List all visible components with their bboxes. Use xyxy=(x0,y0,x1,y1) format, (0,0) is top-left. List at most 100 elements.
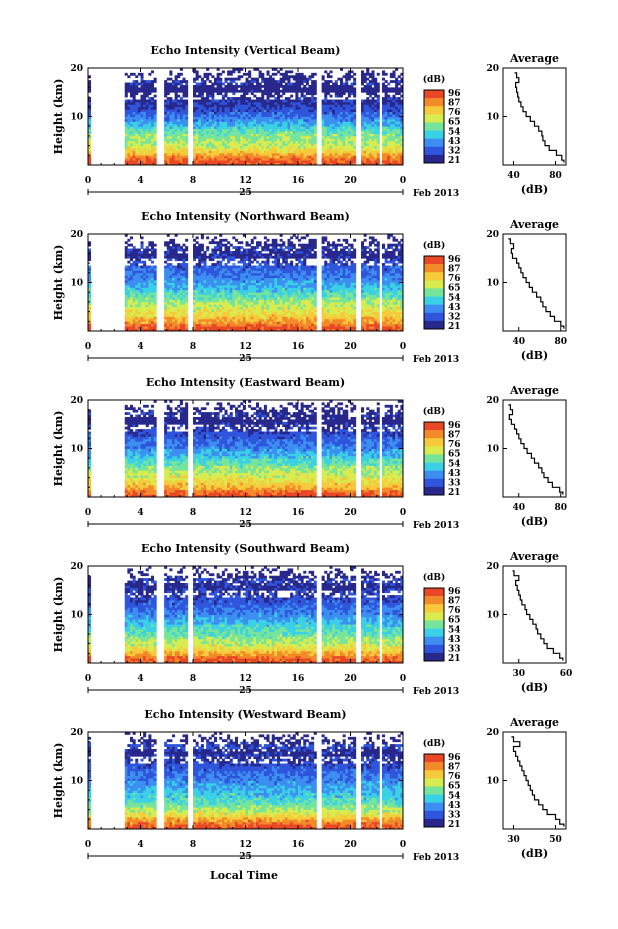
heatmap-cell xyxy=(384,87,388,91)
heatmap-cell xyxy=(287,131,291,134)
heatmap-cell xyxy=(240,287,244,291)
heatmap-cell xyxy=(250,80,254,83)
heatmap-cell xyxy=(198,162,202,166)
heatmap-cell xyxy=(148,89,152,93)
heatmap-cell xyxy=(137,297,141,300)
heatmap-cell xyxy=(263,128,267,132)
heatmap-cell xyxy=(277,109,281,113)
heatmap-cell xyxy=(166,121,170,125)
heatmap-cell xyxy=(140,155,144,159)
heatmap-cell xyxy=(229,150,233,154)
heatmap-cell xyxy=(337,135,341,139)
heatmap-cell xyxy=(137,157,141,161)
heatmap-cell xyxy=(221,155,225,159)
heatmap-cell xyxy=(148,265,152,269)
heatmap-cell xyxy=(227,84,231,88)
heatmap-cell xyxy=(332,89,336,93)
heatmap-cell xyxy=(384,84,388,88)
heatmap-cell xyxy=(151,143,155,146)
heatmap-cell xyxy=(395,97,399,100)
heatmap-cell xyxy=(203,267,207,271)
heatmap-cell xyxy=(361,80,365,83)
heatmap-cell xyxy=(261,97,265,100)
heatmap-cell xyxy=(353,126,357,130)
heatmap-cell xyxy=(382,97,386,100)
heatmap-cell xyxy=(361,157,365,161)
heatmap-cell xyxy=(384,140,388,144)
heatmap-cell xyxy=(324,128,328,132)
heatmap-cell xyxy=(198,111,202,115)
heatmap-cell xyxy=(345,109,349,113)
heatmap-cell xyxy=(198,272,202,276)
heatmap-cell xyxy=(292,155,296,159)
heatmap-cell xyxy=(211,114,215,117)
heatmap-cell xyxy=(279,160,283,163)
heatmap-cell xyxy=(271,80,275,83)
heatmap-cell xyxy=(279,109,283,113)
heatmap-cell xyxy=(211,304,215,308)
heatmap-cell xyxy=(266,92,270,96)
heatmap-cell xyxy=(284,70,288,74)
heatmap-cell xyxy=(216,246,220,249)
heatmap-cell xyxy=(140,299,144,303)
heatmap-cell xyxy=(232,150,236,154)
heatmap-cell xyxy=(195,123,199,127)
heatmap-cell xyxy=(295,101,299,105)
heatmap-cell xyxy=(132,131,136,134)
heatmap-cell xyxy=(143,292,147,296)
heatmap-cell xyxy=(127,289,131,293)
heatmap-cell xyxy=(235,123,239,127)
heatmap-cell xyxy=(193,84,197,88)
heatmap-cell xyxy=(169,318,173,322)
heatmap-cell xyxy=(174,280,178,283)
heatmap-cell xyxy=(200,265,204,269)
heatmap-cell xyxy=(248,89,252,93)
heatmap-cell xyxy=(340,160,344,163)
heatmap-cell xyxy=(300,128,304,132)
heatmap-cell xyxy=(166,282,170,286)
heatmap-cell xyxy=(124,304,128,308)
heatmap-cell xyxy=(206,104,210,108)
heatmap-cell xyxy=(143,131,147,134)
heatmap-cell xyxy=(195,104,199,108)
heatmap-cell xyxy=(140,99,144,103)
heatmap-cell xyxy=(284,97,288,100)
heatmap-cell xyxy=(206,306,210,310)
heatmap-cell xyxy=(261,157,265,161)
heatmap-cell xyxy=(229,304,233,308)
heatmap-cell xyxy=(298,160,302,163)
heatmap-cell xyxy=(214,280,218,283)
heatmap-cell xyxy=(124,267,128,271)
heatmap-cell xyxy=(329,99,333,103)
heatmap-cell xyxy=(232,287,236,291)
heatmap-cell xyxy=(137,106,141,110)
heatmap-cell xyxy=(130,82,134,86)
heatmap-cell xyxy=(292,135,296,139)
heatmap-cell xyxy=(206,75,210,79)
heatmap-cell xyxy=(224,89,228,93)
heatmap-cell xyxy=(127,280,131,283)
heatmap-cell xyxy=(277,87,281,91)
heatmap-cell xyxy=(166,328,170,332)
heatmap-cell xyxy=(250,323,254,327)
heatmap-cell xyxy=(203,280,207,283)
heatmap-cell xyxy=(279,116,283,120)
heatmap-cell xyxy=(164,111,168,115)
heatmap-cell xyxy=(151,267,155,271)
heatmap-cell xyxy=(292,116,296,120)
heatmap-cell xyxy=(384,135,388,139)
heatmap-cell xyxy=(263,89,267,93)
heatmap-cell xyxy=(290,104,294,108)
heatmap-cell xyxy=(148,126,152,130)
heatmap-cell xyxy=(174,304,178,308)
heatmap-cell xyxy=(384,160,388,163)
heatmap-cell xyxy=(143,297,147,300)
colorbar-tick-label: 87 xyxy=(448,99,461,109)
heatmap-cell xyxy=(332,135,336,139)
heatmap-cell xyxy=(185,292,189,296)
heatmap-cell xyxy=(303,160,307,163)
heatmap-cell xyxy=(174,155,178,159)
heatmap-cell xyxy=(308,157,312,161)
heatmap-cell xyxy=(135,318,139,322)
heatmap-cell xyxy=(185,321,189,325)
